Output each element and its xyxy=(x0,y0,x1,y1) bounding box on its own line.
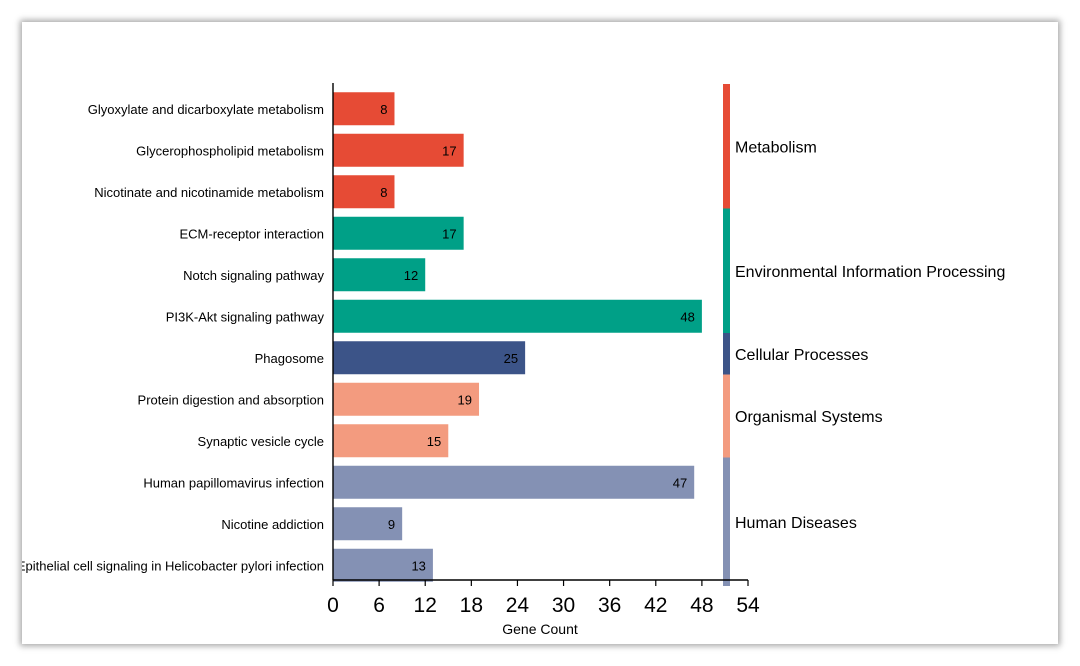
bar xyxy=(333,175,395,209)
x-tick-label: 24 xyxy=(506,594,530,617)
group-color-bar xyxy=(723,374,730,458)
category-label: Glycerophospholipid metabolism xyxy=(136,143,324,158)
group-label: Metabolism xyxy=(735,139,817,156)
category-label: PI3K-Akt signaling pathway xyxy=(166,309,325,324)
category-label: Notch signaling pathway xyxy=(183,268,324,283)
x-tick-label: 48 xyxy=(690,594,713,617)
bar-value-label: 17 xyxy=(442,143,456,158)
bar-value-label: 13 xyxy=(411,558,425,573)
bar xyxy=(333,507,403,541)
category-label: Glyoxylate and dicarboxylate metabolism xyxy=(88,102,324,117)
category-label: Nicotine addiction xyxy=(221,517,324,532)
x-axis-title: Gene Count xyxy=(502,621,578,637)
axes xyxy=(332,83,748,581)
category-label: Phagosome xyxy=(255,351,324,366)
bar-value-label: 47 xyxy=(673,475,687,490)
group-label: Cellular Processes xyxy=(735,347,868,364)
x-tick-label: 54 xyxy=(736,594,760,617)
kegg-bar-chart: 8 17 8 17 12 48 25 19 15 47 9 13 Glyoxylate and dic… xyxy=(22,83,1005,637)
bar-value-label: 12 xyxy=(404,268,418,283)
bar-value-label: 9 xyxy=(388,517,395,532)
category-label: ECM-receptor interaction xyxy=(180,226,325,241)
category-label: Human papillomavirus infection xyxy=(143,475,324,490)
x-ticks: 0 6 12 18 24 30 36 42 48 54 xyxy=(327,580,760,617)
group-color-bar xyxy=(723,333,730,375)
bar-value-label: 25 xyxy=(504,351,518,366)
group-label: Environmental Information Processing xyxy=(735,264,1005,281)
bar-value-label: 48 xyxy=(680,309,694,324)
group-color-bar xyxy=(723,84,730,209)
bar xyxy=(333,424,449,458)
bar xyxy=(333,382,480,416)
x-tick-label: 6 xyxy=(373,594,385,617)
bar xyxy=(333,548,433,582)
group-annotation: Metabolism Environmental Information Proc… xyxy=(723,84,1005,586)
bar-value-label: 15 xyxy=(427,434,441,449)
group-label: Organismal Systems xyxy=(735,409,883,426)
bar xyxy=(333,258,426,292)
bar xyxy=(333,216,464,250)
bar-value-label: 8 xyxy=(380,185,387,200)
x-tick-label: 36 xyxy=(598,594,621,617)
x-tick-label: 18 xyxy=(460,594,483,617)
x-tick-label: 12 xyxy=(414,594,437,617)
category-label: Protein digestion and absorption xyxy=(138,392,324,407)
bar xyxy=(333,465,695,499)
bar xyxy=(333,299,702,333)
category-labels: Glyoxylate and dicarboxylate metabolism G… xyxy=(22,102,324,574)
bar-value-label: 8 xyxy=(380,102,387,117)
x-tick-label: 0 xyxy=(327,594,339,617)
bars-layer: 8 17 8 17 12 48 25 19 15 47 9 13 xyxy=(333,92,702,582)
category-label: Epithelial cell signaling in Helicobacte… xyxy=(22,558,324,573)
group-label: Human Diseases xyxy=(735,515,857,532)
bar xyxy=(333,133,464,167)
bar xyxy=(333,341,526,375)
bar xyxy=(333,92,395,126)
bar-value-label: 19 xyxy=(458,392,472,407)
bar-value-label: 17 xyxy=(442,226,456,241)
category-label: Synaptic vesicle cycle xyxy=(198,434,324,449)
group-color-bar xyxy=(723,457,730,586)
x-tick-label: 42 xyxy=(644,594,667,617)
chart-frame: 8 17 8 17 12 48 25 19 15 47 9 13 Glyoxylate and dic… xyxy=(22,22,1058,644)
x-tick-label: 30 xyxy=(552,594,575,617)
group-color-bar xyxy=(723,208,730,333)
category-label: Nicotinate and nicotinamide metabolism xyxy=(94,185,324,200)
